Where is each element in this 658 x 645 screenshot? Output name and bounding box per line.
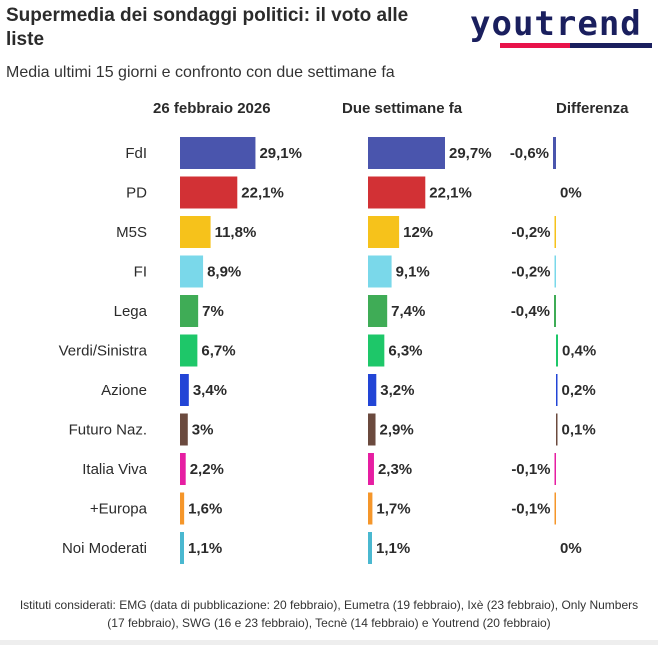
data-label-current: 11,8% (215, 224, 257, 241)
bar-previous (368, 532, 372, 564)
chart-subtitle: Media ultimi 15 giorni e confronto con d… (6, 64, 395, 81)
column-header-current: 26 febbraio 2026 (153, 100, 271, 117)
data-label-difference: -0,4% (511, 303, 550, 320)
data-label-current: 8,9% (207, 264, 241, 281)
bar-difference (554, 453, 556, 485)
logo-underline-red (500, 43, 570, 48)
category-label: PD (126, 185, 147, 202)
data-label-difference: -0,2% (511, 264, 550, 281)
bar-current (180, 334, 198, 367)
logo-text: youtrend (470, 4, 642, 44)
data-label-difference: 0,4% (562, 343, 596, 360)
bar-current (180, 176, 238, 209)
data-label-current: 6,7% (201, 343, 235, 360)
data-label-current: 3% (192, 422, 214, 439)
category-label: Futuro Naz. (69, 422, 147, 439)
data-label-difference: 0% (560, 540, 582, 557)
bar-difference (554, 492, 556, 525)
data-label-previous: 12% (403, 224, 433, 241)
bar-previous (368, 137, 445, 169)
data-label-previous: 6,3% (388, 343, 422, 360)
footnote: Istituti considerati: EMG (data di pubbl… (19, 598, 639, 630)
category-label: Italia Viva (82, 461, 147, 478)
bar-current (180, 532, 184, 564)
data-label-previous: 29,7% (449, 145, 492, 162)
chart-title: Supermedia dei sondaggi politici: il vot… (6, 5, 409, 50)
data-label-difference: 0,1% (562, 422, 596, 439)
data-label-previous: 2,9% (380, 422, 414, 439)
data-label-current: 29,1% (259, 145, 302, 162)
data-label-difference: 0% (560, 185, 582, 202)
category-label: Azione (101, 382, 147, 399)
bar-difference (554, 216, 556, 248)
bar-previous (368, 453, 374, 485)
data-label-previous: 2,3% (378, 461, 412, 478)
data-label-previous: 3,2% (380, 382, 414, 399)
data-label-difference: -0,2% (511, 224, 550, 241)
bar-difference (556, 374, 558, 406)
youtrend-logo: youtrend (470, 6, 652, 48)
bar-current (180, 216, 211, 248)
category-label: M5S (116, 224, 147, 241)
data-label-current: 3,4% (193, 382, 227, 399)
data-label-difference: -0,1% (511, 461, 550, 478)
bar-difference (556, 413, 558, 446)
bar-current (180, 295, 199, 327)
category-label: Verdi/Sinistra (59, 343, 148, 360)
bar-current (180, 137, 256, 169)
data-label-previous: 1,1% (376, 540, 410, 557)
data-label-previous: 1,7% (376, 501, 410, 518)
data-label-previous: 22,1% (429, 185, 472, 202)
data-label-current: 1,1% (188, 540, 222, 557)
bar-previous (368, 374, 377, 406)
bar-current (180, 255, 204, 288)
bar-current (180, 374, 189, 406)
data-label-current: 22,1% (241, 185, 284, 202)
data-label-difference: -0,1% (511, 501, 550, 518)
column-header-previous: Due settimane fa (342, 100, 463, 117)
bar-previous (368, 176, 426, 209)
category-label: FI (134, 264, 147, 281)
bar-previous (368, 492, 373, 525)
data-label-previous: 9,1% (396, 264, 430, 281)
bar-current (180, 413, 188, 446)
data-label-current: 2,2% (190, 461, 224, 478)
column-header-diff: Differenza (556, 100, 629, 117)
data-label-current: 7% (202, 303, 224, 320)
bar-difference (554, 255, 556, 288)
bar-difference (554, 295, 556, 327)
category-label: FdI (125, 145, 147, 162)
data-label-difference: 0,2% (562, 382, 596, 399)
bar-previous (368, 255, 392, 288)
logo-underline-blue (570, 43, 652, 48)
bar-previous (368, 413, 376, 446)
bar-difference (556, 334, 558, 367)
bottom-divider (0, 640, 658, 645)
category-label: Noi Moderati (62, 540, 147, 557)
category-label: +Europa (90, 501, 148, 518)
bar-difference (553, 137, 556, 169)
bar-previous (368, 295, 388, 327)
data-label-difference: -0,6% (510, 145, 549, 162)
bar-current (180, 492, 185, 525)
bar-previous (368, 216, 400, 248)
data-label-current: 1,6% (188, 501, 222, 518)
bar-current (180, 453, 186, 485)
bar-previous (368, 334, 385, 367)
category-label: Lega (114, 303, 148, 320)
data-label-previous: 7,4% (391, 303, 425, 320)
